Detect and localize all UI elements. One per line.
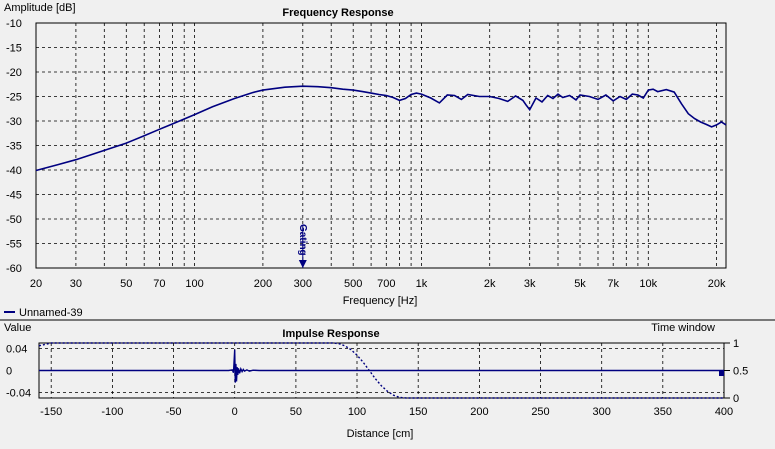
ir-x-tick-label: 250 (531, 406, 549, 418)
impulse-series-line (39, 349, 724, 383)
ir-x-tick-label: 200 (470, 406, 488, 418)
ir-x-tick-label: -100 (101, 406, 123, 418)
fr-x-tick-label: 300 (294, 278, 312, 290)
ir-x-tick-label: 400 (715, 406, 733, 418)
fr-x-tick-label: 5k (574, 278, 586, 290)
ir-y-axis-label: Value (4, 322, 31, 334)
fr-x-tick-label: 20k (708, 278, 726, 290)
legend-series-name: Unnamed-39 (19, 307, 83, 319)
ir-x-axis-label: Distance [cm] (347, 428, 414, 440)
gating-arrow-icon (298, 260, 307, 268)
fr-x-tick-label: 200 (254, 278, 272, 290)
ir-x-tick-label: -150 (40, 406, 62, 418)
fr-y-tick-label: -45 (6, 190, 22, 202)
fr-x-tick-label: 20 (30, 278, 42, 290)
fr-y-tick-label: -10 (6, 18, 22, 30)
fr-x-tick-label: 10k (639, 278, 657, 290)
fr-y-tick-label: -30 (6, 116, 22, 128)
ir-y-tick-label: 0.04 (6, 344, 27, 356)
ir-x-ticks: -150 -100 -50 0 50 100 150 200 250 300 350 400 (40, 406, 733, 418)
fr-y-tick-label: -40 (6, 165, 22, 177)
fr-x-tick-label: 7k (607, 278, 619, 290)
fr-y-axis-label: Amplitude [dB] (4, 2, 76, 14)
fr-title: Frequency Response (282, 7, 393, 19)
ir-y-ticks: 0.04 0 -0.04 (6, 344, 31, 400)
fr-x-tick-label: 70 (153, 278, 165, 290)
legend[interactable]: Unnamed-39 (4, 307, 83, 319)
ir-title: Impulse Response (282, 328, 379, 340)
ir-y-tick-label: 0 (6, 366, 12, 378)
ir-x-tick-label: -50 (166, 406, 182, 418)
fr-x-tick-label: 1k (416, 278, 428, 290)
fr-x-tick-label: 30 (70, 278, 82, 290)
fr-series-line (35, 85, 727, 172)
ir-y2-tick-label: 1 (733, 338, 739, 350)
fr-y-tick-label: -20 (6, 67, 22, 79)
ir-x-tick-label: 100 (348, 406, 366, 418)
fr-y-ticks: -10 -15 -20 -25 -30 -35 -40 -45 -50 -55 -60 (6, 18, 22, 275)
gating-label: Gating (297, 224, 308, 256)
fr-x-tick-label: 3k (524, 278, 536, 290)
fr-y-tick-label: -15 (6, 43, 22, 55)
fr-x-tick-label: 700 (377, 278, 395, 290)
ir-x-tick-label: 350 (654, 406, 672, 418)
ir-y2-tick-label: 0.5 (733, 366, 748, 378)
time-window-curve[interactable] (38, 342, 724, 399)
ir-x-tick-label: 150 (409, 406, 427, 418)
ir-x-tick-label: 0 (232, 406, 238, 418)
ir-x-tick-label: 50 (290, 406, 302, 418)
fr-y-tick-label: -25 (6, 92, 22, 104)
fr-x-tick-label: 2k (484, 278, 496, 290)
fr-x-axis-label: Frequency [Hz] (343, 295, 418, 307)
ir-y-tick-label: -0.04 (6, 388, 31, 400)
gating-marker[interactable]: Gating (297, 224, 308, 268)
ir-y2-axis-label: Time window (651, 322, 715, 334)
fr-y-tick-label: -35 (6, 141, 22, 153)
fr-y-tick-label: -55 (6, 239, 22, 251)
ir-y2-ticks: 10.50 (724, 338, 748, 405)
fr-x-tick-label: 50 (120, 278, 132, 290)
fr-grid (36, 23, 726, 268)
fr-y-tick-label: -60 (6, 263, 22, 275)
time-window-handle[interactable] (719, 370, 724, 376)
fr-x-tick-label: 500 (344, 278, 362, 290)
fr-y-tick-label: -50 (6, 214, 22, 226)
fr-x-ticks: 20 30 50 70 100 200 300 500 700 1k 2k 3k 5k 7k 10k 20k (30, 278, 726, 290)
fr-x-tick-label: 100 (185, 278, 203, 290)
ir-x-tick-label: 300 (593, 406, 611, 418)
ir-y2-tick-label: 0 (733, 393, 739, 405)
